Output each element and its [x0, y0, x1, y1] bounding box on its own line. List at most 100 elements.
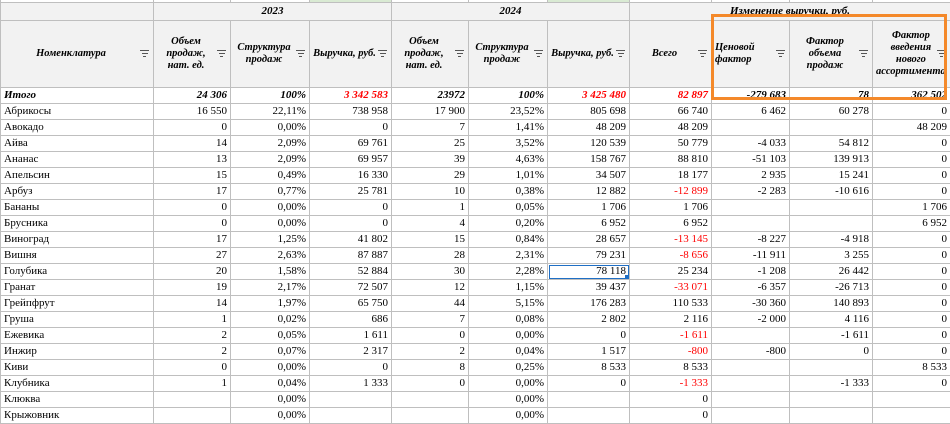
cell-pf[interactable]	[712, 408, 790, 424]
cell-tot[interactable]: 18 177	[630, 168, 712, 184]
cell-vf[interactable]: 3 255	[790, 248, 873, 264]
cell-tot[interactable]: 25 234	[630, 264, 712, 280]
cell-name[interactable]: Клубника	[1, 376, 154, 392]
cell-s23[interactable]: 2,09%	[231, 152, 310, 168]
filter-button-icon[interactable]	[936, 48, 947, 59]
cell-s23[interactable]: 22,11%	[231, 104, 310, 120]
cell-vf[interactable]: 78	[790, 88, 873, 104]
cell-v23[interactable]: 20	[154, 264, 231, 280]
cell-af[interactable]: 0	[873, 248, 950, 264]
col-header-revenue-2024[interactable]: Выручка, руб.	[548, 21, 630, 88]
cell-tot[interactable]: 0	[630, 392, 712, 408]
cell-s23[interactable]: 1,25%	[231, 232, 310, 248]
cell-af[interactable]: 0	[873, 168, 950, 184]
cell-r23[interactable]: 3 342 583	[310, 88, 392, 104]
cell-r24[interactable]: 28 657	[548, 232, 630, 248]
cell-af[interactable]: 8 533	[873, 360, 950, 376]
cell-pf[interactable]: -279 683	[712, 88, 790, 104]
cell-af[interactable]	[873, 408, 950, 424]
cell-s23[interactable]: 1,97%	[231, 296, 310, 312]
col-header-structure-2023[interactable]: Структура продаж	[231, 21, 310, 88]
cell-vf[interactable]: 15 241	[790, 168, 873, 184]
cell-r23[interactable]: 0	[310, 120, 392, 136]
cell-pf[interactable]	[712, 376, 790, 392]
cell-vf[interactable]: 139 913	[790, 152, 873, 168]
cell-pf[interactable]: -11 911	[712, 248, 790, 264]
filter-button-icon[interactable]	[697, 48, 708, 59]
filter-button-icon[interactable]	[615, 48, 626, 59]
cell-tot[interactable]: 2 116	[630, 312, 712, 328]
cell-vf[interactable]: 140 893	[790, 296, 873, 312]
col-header-volume-2024[interactable]: Объем продаж, нат. ед.	[392, 21, 469, 88]
col-header-total[interactable]: Всего	[630, 21, 712, 88]
cell-s24[interactable]: 0,04%	[469, 344, 548, 360]
cell-s23[interactable]: 1,58%	[231, 264, 310, 280]
cell-v23[interactable]: 0	[154, 200, 231, 216]
cell-r23[interactable]: 1 611	[310, 328, 392, 344]
cell-af[interactable]: 0	[873, 184, 950, 200]
cell-s24[interactable]: 0,00%	[469, 392, 548, 408]
cell-af[interactable]: 1 706	[873, 200, 950, 216]
cell-v24[interactable]	[392, 408, 469, 424]
col-header-volume-2023[interactable]: Объем продаж, нат. ед.	[154, 21, 231, 88]
cell-s24[interactable]: 1,41%	[469, 120, 548, 136]
cell-af[interactable]: 48 209	[873, 120, 950, 136]
cell-s24[interactable]: 3,52%	[469, 136, 548, 152]
cell-name[interactable]: Абрикосы	[1, 104, 154, 120]
cell-name[interactable]: Грейпфрут	[1, 296, 154, 312]
cell-vf[interactable]: -10 616	[790, 184, 873, 200]
cell-s24[interactable]: 2,31%	[469, 248, 548, 264]
cell-pf[interactable]: -30 360	[712, 296, 790, 312]
cell-v24[interactable]: 28	[392, 248, 469, 264]
cell-s23[interactable]: 2,17%	[231, 280, 310, 296]
year-2024-header[interactable]: 2024	[392, 3, 630, 21]
cell-r23[interactable]: 2 317	[310, 344, 392, 360]
cell-s23[interactable]: 0,00%	[231, 392, 310, 408]
cell-r24[interactable]: 3 425 480	[548, 88, 630, 104]
cell-v23[interactable]: 15	[154, 168, 231, 184]
filter-button-icon[interactable]	[533, 48, 544, 59]
cell-v23[interactable]: 27	[154, 248, 231, 264]
cell-v24[interactable]: 25	[392, 136, 469, 152]
cell-vf[interactable]: 0	[790, 344, 873, 360]
cell-r24[interactable]: 79 231	[548, 248, 630, 264]
cell-r24[interactable]: 1 706	[548, 200, 630, 216]
cell-af[interactable]: 0	[873, 376, 950, 392]
cell-pf[interactable]: -2 000	[712, 312, 790, 328]
cell-v24[interactable]: 44	[392, 296, 469, 312]
cell-tot[interactable]: -12 899	[630, 184, 712, 200]
cell-r23[interactable]: 65 750	[310, 296, 392, 312]
cell-s23[interactable]: 0,00%	[231, 408, 310, 424]
cell-r24[interactable]: 176 283	[548, 296, 630, 312]
cell-af[interactable]: 6 952	[873, 216, 950, 232]
cell-pf[interactable]	[712, 392, 790, 408]
cell-name[interactable]: Гранат	[1, 280, 154, 296]
filter-button-icon[interactable]	[216, 48, 227, 59]
cell-vf[interactable]: -1 333	[790, 376, 873, 392]
cell-s24[interactable]: 0,20%	[469, 216, 548, 232]
cell-tot[interactable]: -8 656	[630, 248, 712, 264]
cell-s23[interactable]: 100%	[231, 88, 310, 104]
cell-s24[interactable]: 0,00%	[469, 376, 548, 392]
cell-tot[interactable]: 88 810	[630, 152, 712, 168]
cell-pf[interactable]: -51 103	[712, 152, 790, 168]
cell-v24[interactable]: 29	[392, 168, 469, 184]
cell-s23[interactable]: 0,00%	[231, 360, 310, 376]
cell-r24[interactable]: 6 952	[548, 216, 630, 232]
cell-af[interactable]: 0	[873, 264, 950, 280]
cell-af[interactable]: 362 502	[873, 88, 950, 104]
cell-r23[interactable]: 69 761	[310, 136, 392, 152]
cell-v23[interactable]: 16 550	[154, 104, 231, 120]
cell-v24[interactable]: 30	[392, 264, 469, 280]
cell-r23[interactable]	[310, 392, 392, 408]
cell-r24[interactable]: 8 533	[548, 360, 630, 376]
cell-s24[interactable]: 0,25%	[469, 360, 548, 376]
cell-r23[interactable]: 0	[310, 360, 392, 376]
cell-tot[interactable]: 48 209	[630, 120, 712, 136]
cell-v23[interactable]: 0	[154, 360, 231, 376]
cell-r23[interactable]: 738 958	[310, 104, 392, 120]
cell-s23[interactable]: 0,07%	[231, 344, 310, 360]
cell-s24[interactable]: 5,15%	[469, 296, 548, 312]
cell-pf[interactable]: 6 462	[712, 104, 790, 120]
cell-vf[interactable]	[790, 120, 873, 136]
